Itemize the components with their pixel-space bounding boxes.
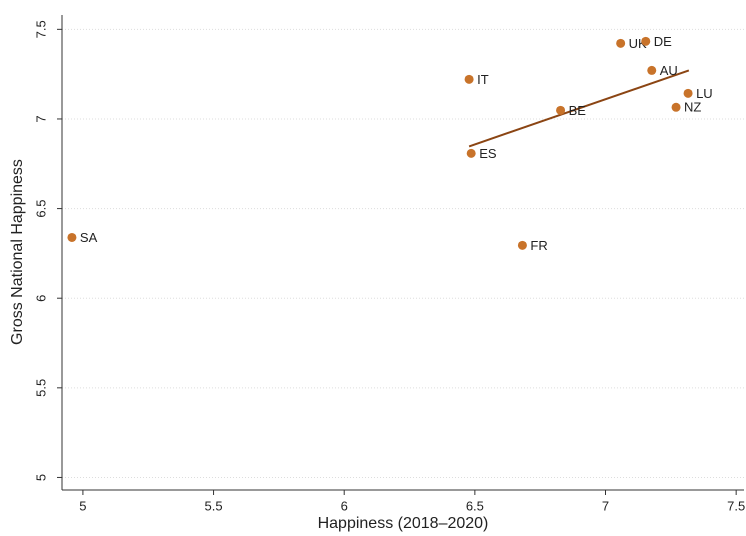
y-tick-label: 7 [33,115,48,122]
point-label: ES [479,146,497,161]
point [641,36,651,46]
point [464,74,474,84]
y-tick-label: 6.5 [33,200,48,218]
y-axis-title: Gross National Happiness [9,159,26,345]
point [616,38,626,48]
x-tick-label: 6.5 [466,498,484,513]
x-tick-label: 5.5 [205,498,223,513]
point [647,65,657,75]
y-tick-label: 5 [33,474,48,481]
point [671,102,681,112]
x-tick-label: 7 [602,498,609,513]
point [556,105,566,115]
point-label: FR [530,238,547,253]
point-label: AU [660,63,678,78]
y-tick-label: 5.5 [33,379,48,397]
x-tick-label: 6 [341,498,348,513]
point-label: NZ [684,100,701,115]
point-label: DE [654,34,672,49]
y-tick-label: 7.5 [33,20,48,38]
fit-line [468,69,690,148]
x-tick-label: 7.5 [727,498,745,513]
point [517,240,527,250]
x-axis-title: Happiness (2018–2020) [318,515,489,532]
x-tick-label: 5 [79,498,86,513]
point [683,88,693,98]
y-tick-label: 6 [33,295,48,302]
point-label: IT [477,72,489,87]
point [67,232,77,242]
point-label: BE [569,103,587,118]
point [466,148,476,158]
point-label: SA [80,230,98,245]
point-label: LU [696,86,713,101]
